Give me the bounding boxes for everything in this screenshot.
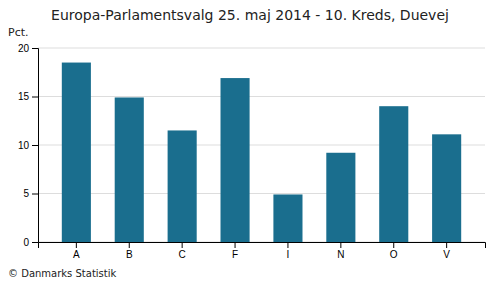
chart: Europa-Parlamentsvalg 25. maj 2014 - 10.…	[0, 0, 500, 282]
y-tick-label: 15	[18, 91, 30, 102]
x-tick: B	[126, 242, 133, 260]
x-tick-mark	[129, 242, 130, 248]
grid-line	[38, 96, 485, 97]
x-axis: ABCFINOV	[39, 242, 486, 260]
x-tick-mark	[340, 242, 341, 248]
grid-line	[38, 193, 485, 194]
grid-line	[38, 145, 485, 146]
y-tick-mark	[32, 97, 38, 98]
x-tick-mark	[446, 242, 447, 248]
y-tick-label: 0	[23, 237, 29, 248]
bar	[115, 97, 144, 242]
y-tick-mark	[32, 145, 38, 146]
y-tick: 5	[23, 188, 38, 199]
x-tick-label: B	[126, 249, 133, 260]
bar	[326, 153, 355, 242]
bars	[62, 63, 461, 242]
title: Europa-Parlamentsvalg 25. maj 2014 - 10.…	[51, 7, 449, 23]
y-axis: 0 5 10 15 20	[18, 43, 39, 248]
y-tick: 15	[18, 91, 38, 102]
bar	[221, 78, 250, 242]
y-tick-mark	[32, 194, 38, 195]
bar	[432, 134, 461, 242]
y-tick: 20	[18, 43, 38, 54]
bar	[273, 194, 302, 242]
plot: 0 5 10 15 20 A B C F I N O V	[18, 43, 486, 260]
grid	[38, 48, 485, 242]
y-tick-label: 10	[18, 140, 30, 151]
x-tick-mark	[393, 242, 394, 248]
x-tick-mark	[235, 242, 236, 248]
x-tick-mark	[287, 242, 288, 248]
x-tick-mark	[76, 242, 77, 248]
x-tick: I	[287, 242, 290, 260]
y-tick: 10	[18, 140, 38, 151]
annotation: © Danmarks Statistik	[8, 268, 117, 279]
bar	[379, 106, 408, 242]
x-tick: A	[73, 242, 80, 260]
x-tick: O	[390, 242, 398, 260]
x-tick: C	[179, 242, 186, 260]
x-axis-line	[39, 243, 486, 249]
y-tick-mark	[32, 48, 38, 49]
x-tick-label: F	[232, 249, 238, 260]
grid-line	[38, 48, 485, 49]
y-axis-line	[32, 49, 39, 243]
x-tick-label: A	[73, 249, 80, 260]
x-tick: F	[232, 242, 238, 260]
y-label: Pct.	[8, 26, 29, 39]
x-tick-label: I	[287, 249, 290, 260]
bar	[168, 130, 197, 242]
x-tick-label: O	[390, 249, 398, 260]
x-tick: N	[337, 242, 344, 260]
y-tick-mark	[32, 242, 38, 243]
bar	[62, 63, 91, 242]
x-tick-label: N	[337, 249, 344, 260]
x-tick: V	[443, 242, 450, 260]
x-tick-label: C	[179, 249, 186, 260]
y-tick: 0	[23, 237, 38, 248]
y-tick-label: 5	[23, 188, 29, 199]
x-tick-mark	[182, 242, 183, 248]
x-tick-label: V	[443, 249, 450, 260]
y-tick-label: 20	[18, 43, 30, 54]
